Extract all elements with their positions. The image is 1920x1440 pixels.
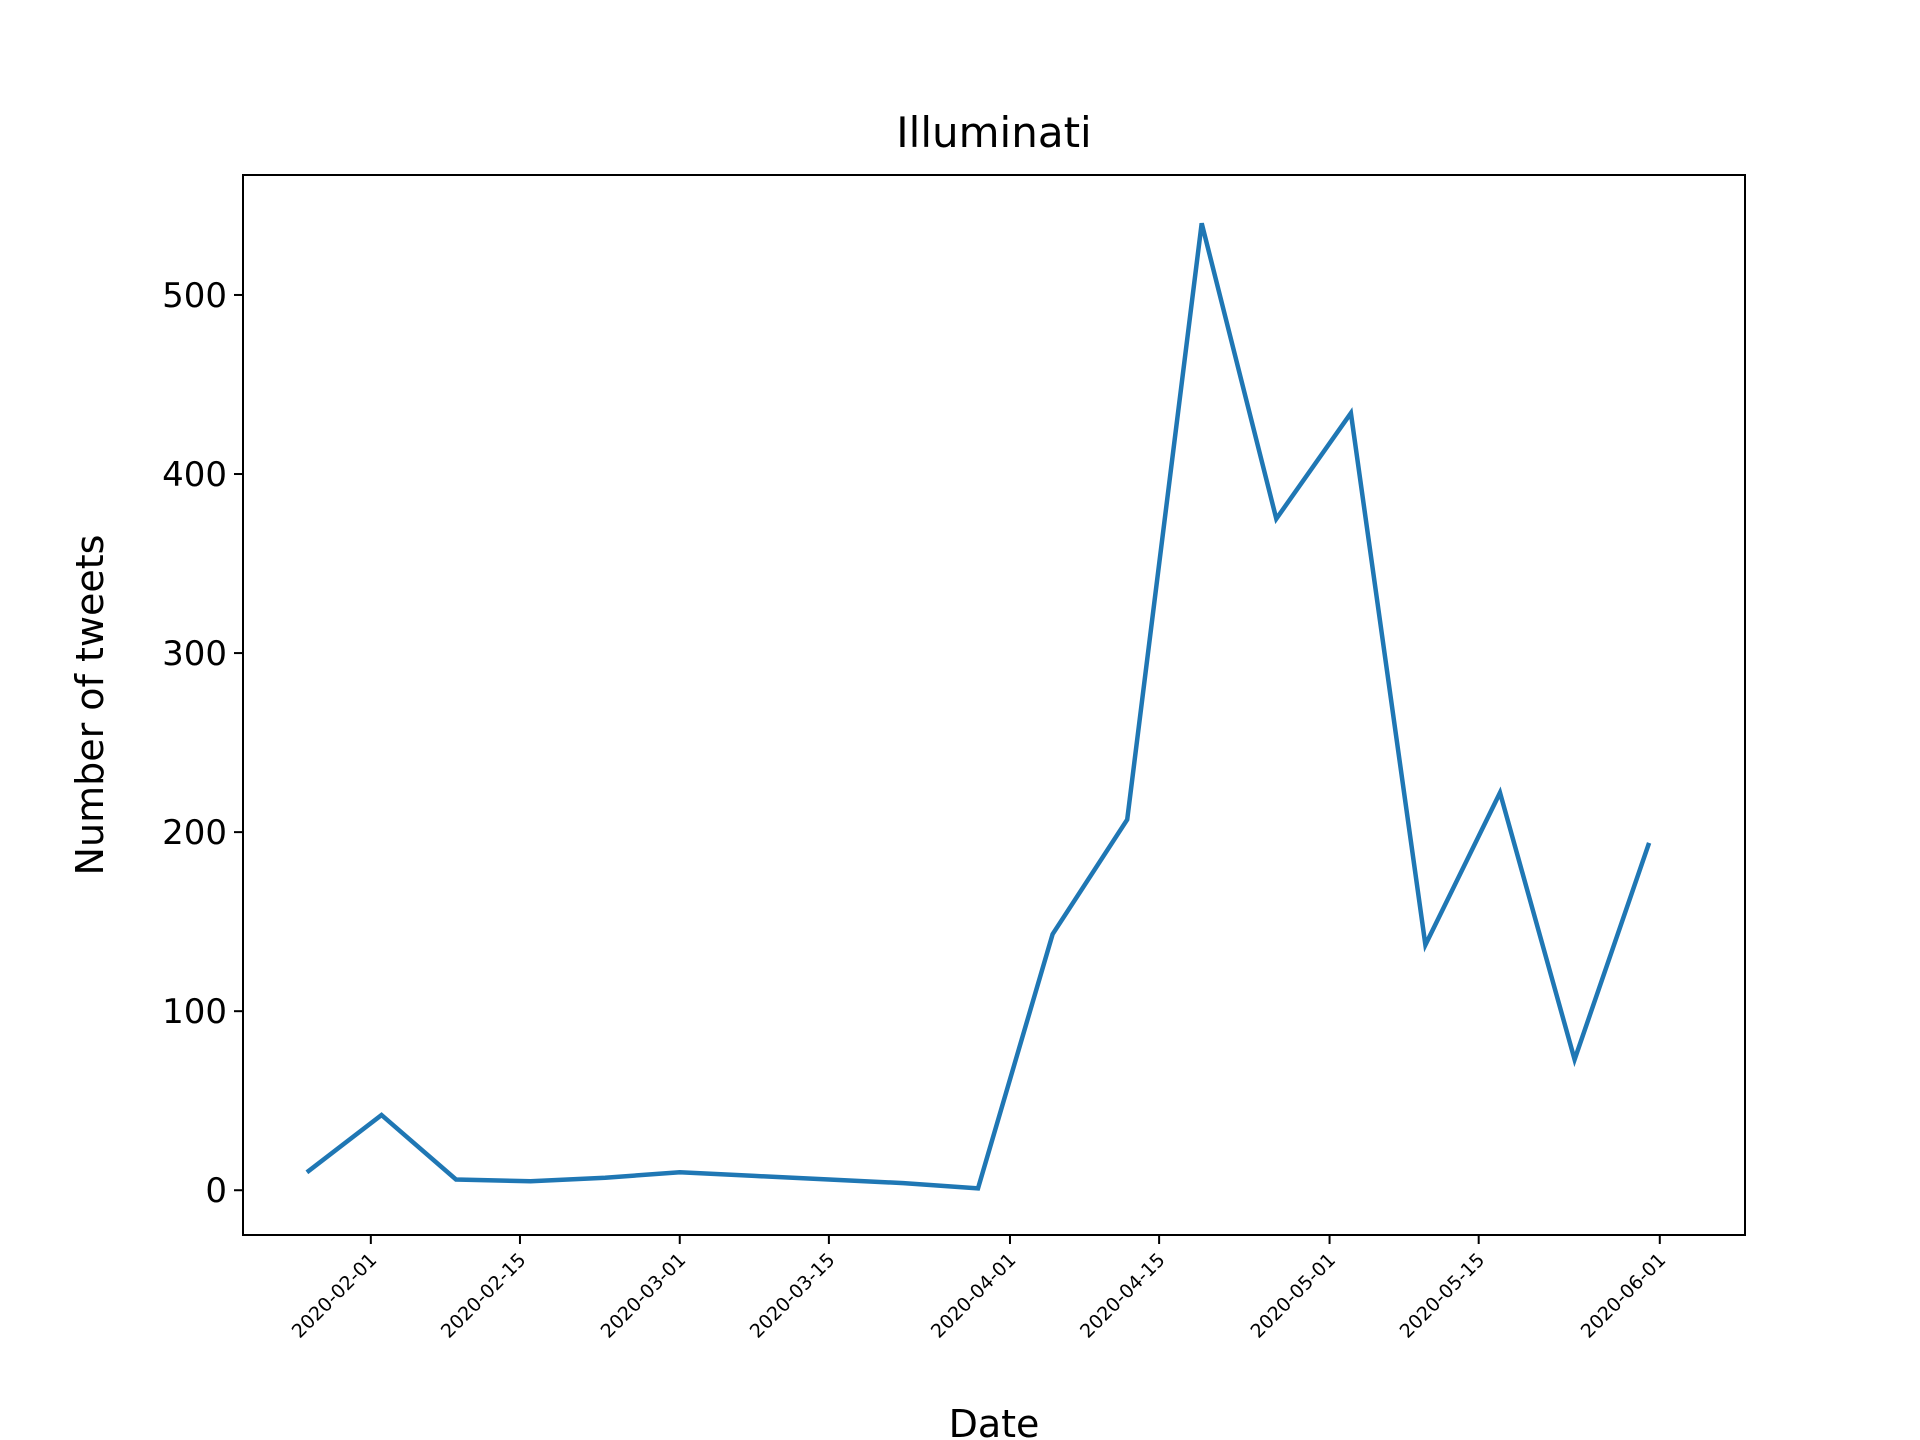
x-axis-label: Date xyxy=(949,1402,1040,1440)
y-tick-label: 500 xyxy=(162,276,227,316)
y-tick-label: 400 xyxy=(162,455,227,495)
chart-title: Illuminati xyxy=(896,108,1091,157)
plot-frame xyxy=(242,174,1746,1236)
y-tick-label: 0 xyxy=(205,1171,227,1211)
y-tick-label: 300 xyxy=(162,634,227,674)
y-axis: 0 100 200 300 400 500 xyxy=(162,276,243,1211)
y-tick-label: 100 xyxy=(162,992,227,1032)
series-layer xyxy=(305,222,1652,1191)
y-tick-label: 200 xyxy=(162,813,227,853)
y-axis-label: Number of tweets xyxy=(68,535,112,876)
series-line xyxy=(305,222,1652,1191)
